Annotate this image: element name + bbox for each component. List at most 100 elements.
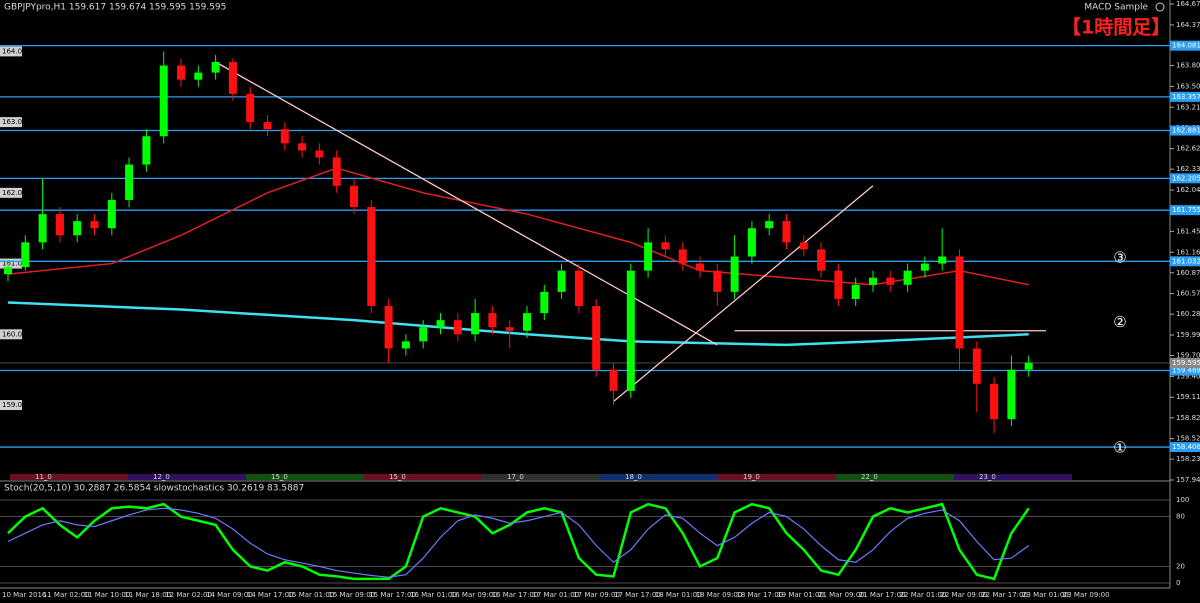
- day-label: 19_0: [743, 473, 760, 481]
- x-tick-label: 15 Mar 01:00: [288, 591, 335, 599]
- day-strip: [364, 474, 482, 480]
- candle-body: [747, 228, 756, 257]
- x-tick-label: 17 Mar 09:00: [573, 591, 620, 599]
- candle-body: [298, 143, 307, 151]
- y-tick-label: 161.160: [1176, 248, 1200, 256]
- level-label: 162.881: [1172, 127, 1200, 135]
- round-label: 162.0: [2, 189, 22, 197]
- day-label: 11_0: [35, 473, 52, 481]
- x-tick-label: 23 Mar 01:00: [1022, 591, 1069, 599]
- x-tick-label: 17 Mar 17:00: [614, 591, 661, 599]
- level-label: 162.205: [1172, 174, 1200, 182]
- level-label-box: [1170, 91, 1200, 102]
- y-tick-label: 163.210: [1176, 103, 1200, 111]
- x-tick-label: 18 Mar 01:00: [655, 591, 702, 599]
- y-tick-label: 162.040: [1176, 186, 1200, 194]
- day-strip: [246, 474, 364, 480]
- candle-body: [644, 242, 653, 271]
- marker: ③: [1113, 248, 1126, 266]
- candle-body: [177, 65, 185, 80]
- day-label: 15_0: [389, 473, 406, 481]
- marker: ②: [1113, 313, 1126, 331]
- candle-body: [1024, 362, 1033, 370]
- y-tick-label: 164.670: [1176, 0, 1200, 8]
- y-tick-label: 162.335: [1176, 165, 1200, 173]
- candle-body: [367, 206, 376, 307]
- candle-body: [713, 270, 722, 292]
- indicator-icon: [1155, 2, 1165, 12]
- round-label: 159.0: [2, 401, 22, 409]
- current-price-label: 159.595: [1172, 359, 1200, 367]
- candle-body: [990, 383, 999, 420]
- candle-body: [263, 122, 272, 130]
- x-tick-label: 16 Mar 09:00: [451, 591, 498, 599]
- x-tick-label: 14 Mar 17:00: [247, 591, 294, 599]
- candle-body: [799, 242, 808, 250]
- x-tick-label: 22 Mar 17:00: [981, 591, 1028, 599]
- round-label: 163.0: [2, 118, 22, 126]
- x-tick-label: 12 Mar 02:00: [165, 591, 212, 599]
- candle-body: [419, 327, 428, 342]
- day-label: 23_0: [979, 473, 996, 481]
- x-tick-label: 15 Mar 17:00: [369, 591, 416, 599]
- candle-body: [90, 221, 99, 229]
- x-tick-label: 11 Mar 18:00: [124, 591, 171, 599]
- candle-body: [73, 221, 82, 236]
- day-strip: [10, 474, 128, 480]
- stoch-line: [7, 507, 1030, 578]
- day-strip: [954, 474, 1072, 480]
- candle-body: [142, 136, 151, 165]
- day-strip: [600, 474, 718, 480]
- day-strip: [482, 474, 600, 480]
- candle-body: [523, 313, 531, 331]
- round-label: 160.0: [2, 330, 22, 338]
- candle-body: [626, 270, 635, 391]
- day-label: 15_0: [271, 473, 288, 481]
- candle-body: [972, 348, 981, 384]
- moving-average: [7, 301, 1029, 347]
- x-tick-label: 21 Mar 17:00: [859, 591, 906, 599]
- candle-body: [817, 249, 826, 271]
- round-label: 161.0: [2, 260, 22, 268]
- candle-body: [938, 256, 947, 264]
- x-tick-label: 15 Mar 09:00: [328, 591, 375, 599]
- y-tick-label: 160.285: [1176, 310, 1200, 318]
- y-tick-label: 164.375: [1176, 21, 1200, 29]
- candle-body: [886, 277, 895, 285]
- level-label-box: [1170, 40, 1200, 51]
- day-label: 18_0: [625, 473, 642, 481]
- candle-body: [125, 164, 134, 200]
- level-label: 161.755: [1172, 206, 1200, 214]
- candle-body: [834, 270, 843, 299]
- candle-body: [332, 157, 341, 186]
- candle-body: [401, 341, 410, 349]
- level-label-box: [1170, 205, 1200, 216]
- trendline: [613, 185, 874, 402]
- y-tick-label: 159.110: [1176, 393, 1200, 401]
- candle-body: [765, 221, 774, 229]
- level-label-box: [1170, 173, 1200, 184]
- candle-body: [228, 61, 237, 94]
- level-label-box: [1170, 256, 1200, 267]
- stoch-line: [7, 502, 1030, 581]
- candle-body: [471, 313, 480, 335]
- round-label-box: [0, 117, 22, 128]
- indicator-name: MACD Sample: [1084, 3, 1148, 13]
- candle-body: [903, 270, 912, 285]
- stoch-tick-label: 80: [1176, 513, 1185, 521]
- candle-body: [453, 320, 462, 335]
- level-label: 159.488: [1172, 367, 1200, 375]
- round-label-box: [0, 187, 22, 198]
- candle-body: [315, 150, 324, 158]
- day-strip: [836, 474, 954, 480]
- candle-body: [1007, 369, 1016, 420]
- candle-body: [38, 214, 47, 243]
- x-tick-label: 21 Mar 09:00: [818, 591, 865, 599]
- stoch-tick-label: 20: [1176, 562, 1185, 570]
- y-tick-label: 159.405: [1176, 372, 1200, 380]
- y-tick-label: 157.940: [1176, 476, 1200, 484]
- x-tick-label: 22 Mar 01:00: [900, 591, 947, 599]
- candle-body: [696, 263, 704, 271]
